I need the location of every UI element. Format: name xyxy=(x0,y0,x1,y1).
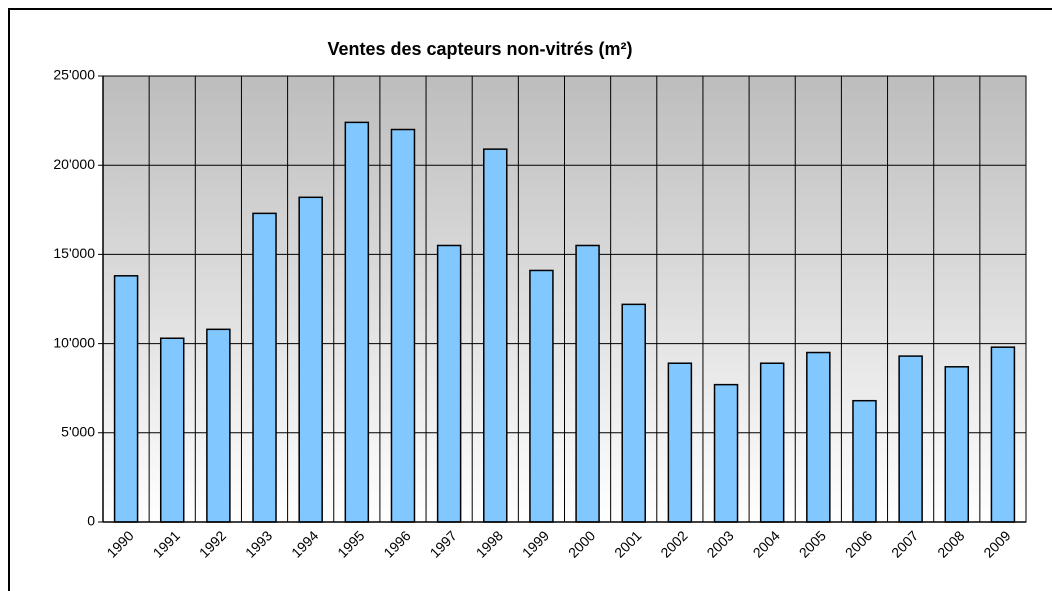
bar xyxy=(159,337,185,523)
y-tick-label: 15'000 xyxy=(53,245,95,261)
bar xyxy=(852,399,877,523)
bar xyxy=(621,303,646,523)
bar xyxy=(713,383,739,523)
bar xyxy=(944,366,970,523)
bar xyxy=(990,346,1016,523)
y-tick-label: 25'000 xyxy=(53,67,95,83)
bar xyxy=(113,275,139,523)
chart-title: Ventes des capteurs non-vitrés (m²) xyxy=(327,39,632,59)
plot-border xyxy=(102,75,1027,523)
bar xyxy=(252,212,277,523)
bar xyxy=(298,196,323,523)
bar xyxy=(806,351,831,523)
bar xyxy=(483,148,508,523)
bar xyxy=(759,362,785,523)
y-tick-label: 20'000 xyxy=(53,156,95,172)
bar xyxy=(344,121,370,523)
bar xyxy=(575,244,600,523)
bar xyxy=(898,355,923,523)
bar xyxy=(529,269,554,523)
y-tick-label: 0 xyxy=(87,513,95,529)
bar xyxy=(390,128,416,523)
bar xyxy=(206,328,231,523)
bar xyxy=(436,244,462,523)
y-tick-label: 10'000 xyxy=(53,334,95,350)
y-tick-label: 5'000 xyxy=(61,424,95,440)
bar xyxy=(667,362,693,523)
